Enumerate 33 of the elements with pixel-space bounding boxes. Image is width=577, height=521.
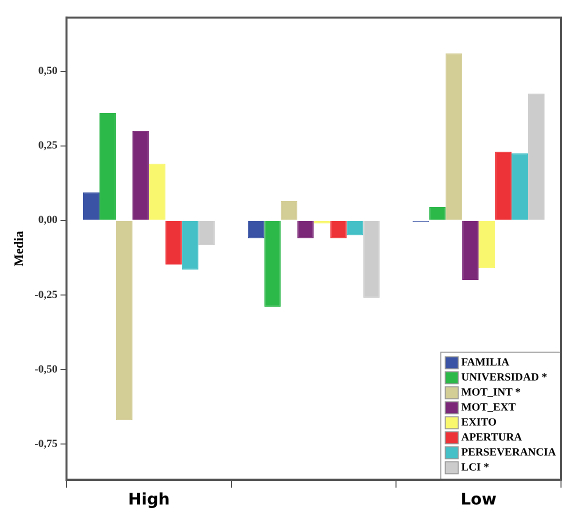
legend-label: MOT_INT * [461, 386, 522, 399]
bar [182, 220, 198, 270]
legend-label: PERSEVERANCIA [461, 446, 556, 459]
y-tick-label: 0,00 [38, 214, 58, 226]
bar [446, 53, 462, 220]
bar [495, 152, 512, 220]
legend-label: APERTURA [461, 432, 522, 444]
bar [512, 153, 528, 220]
legend-label: UNIVERSIDAD * [461, 372, 548, 384]
bar [478, 220, 496, 268]
bar [148, 164, 166, 220]
y-axis-title: Media [11, 230, 26, 266]
legend-label: MOT_EXT [461, 402, 516, 414]
bar [462, 220, 479, 280]
bar [165, 220, 182, 265]
y-tick-label: -0,25 [34, 288, 58, 301]
bar [82, 192, 100, 220]
bar [264, 220, 281, 307]
bar [528, 94, 545, 220]
x-tick-label: High [128, 490, 170, 509]
y-tick-label: -0,50 [34, 363, 58, 376]
bar [132, 130, 149, 220]
legend-label: FAMILIA [461, 356, 510, 369]
legend-label: LCI * [461, 462, 490, 474]
bar [363, 220, 380, 298]
legend-label: EXITO [461, 416, 497, 429]
y-tick-label: 0,50 [38, 65, 58, 78]
bar [99, 113, 116, 220]
y-tick-label: -0,75 [34, 438, 58, 450]
x-tick-label: Low [460, 490, 497, 509]
bar [198, 220, 215, 246]
bar [116, 220, 132, 420]
y-tick-label: 0,25 [38, 140, 58, 152]
